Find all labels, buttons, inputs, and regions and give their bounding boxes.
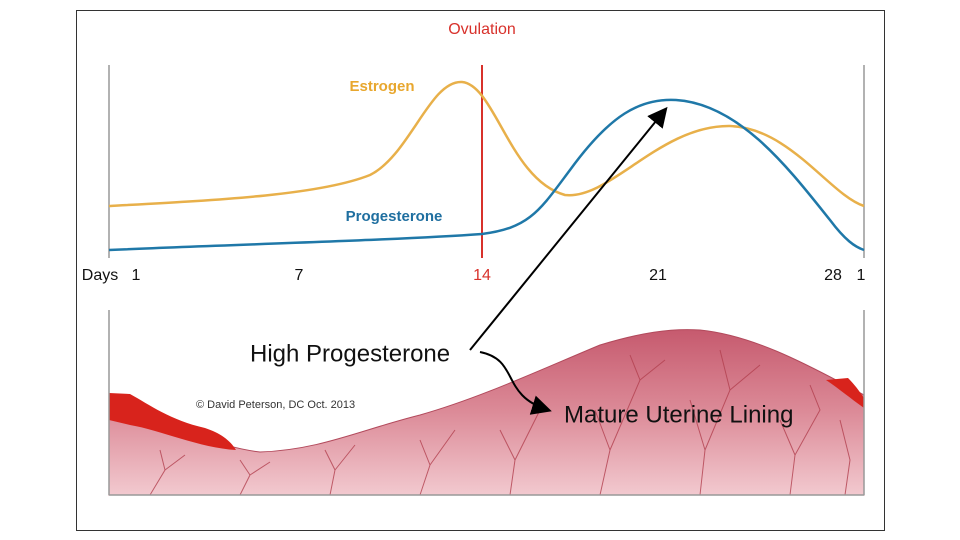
estrogen-label: Estrogen: [349, 78, 414, 95]
shedding-right: [826, 378, 864, 408]
progesterone-curve: [108, 98, 865, 252]
day-tick: 1: [857, 267, 866, 284]
day-tick: 21: [649, 267, 667, 284]
day-tick: 7: [295, 267, 304, 284]
high-progesterone: High Progesterone: [250, 340, 450, 367]
ovulation-label: Ovulation: [448, 21, 516, 38]
day-tick: 28: [824, 267, 842, 284]
day-tick: 1: [132, 267, 141, 284]
arrow-to-peak: [469, 106, 668, 351]
credit: © David Peterson, DC Oct. 2013: [196, 399, 355, 411]
arrow-to-lining: [479, 351, 552, 415]
day-tick: 14: [473, 267, 491, 284]
uterine-lining: [108, 329, 865, 496]
frame: [76, 10, 885, 531]
vessels: [149, 349, 851, 496]
mature-lining: Mature Uterine Lining: [564, 401, 793, 428]
axis-label: Days: [82, 267, 118, 284]
estrogen-curve: [108, 80, 865, 208]
progesterone-label: Progesterone: [346, 208, 443, 225]
shedding-left: [109, 393, 236, 450]
